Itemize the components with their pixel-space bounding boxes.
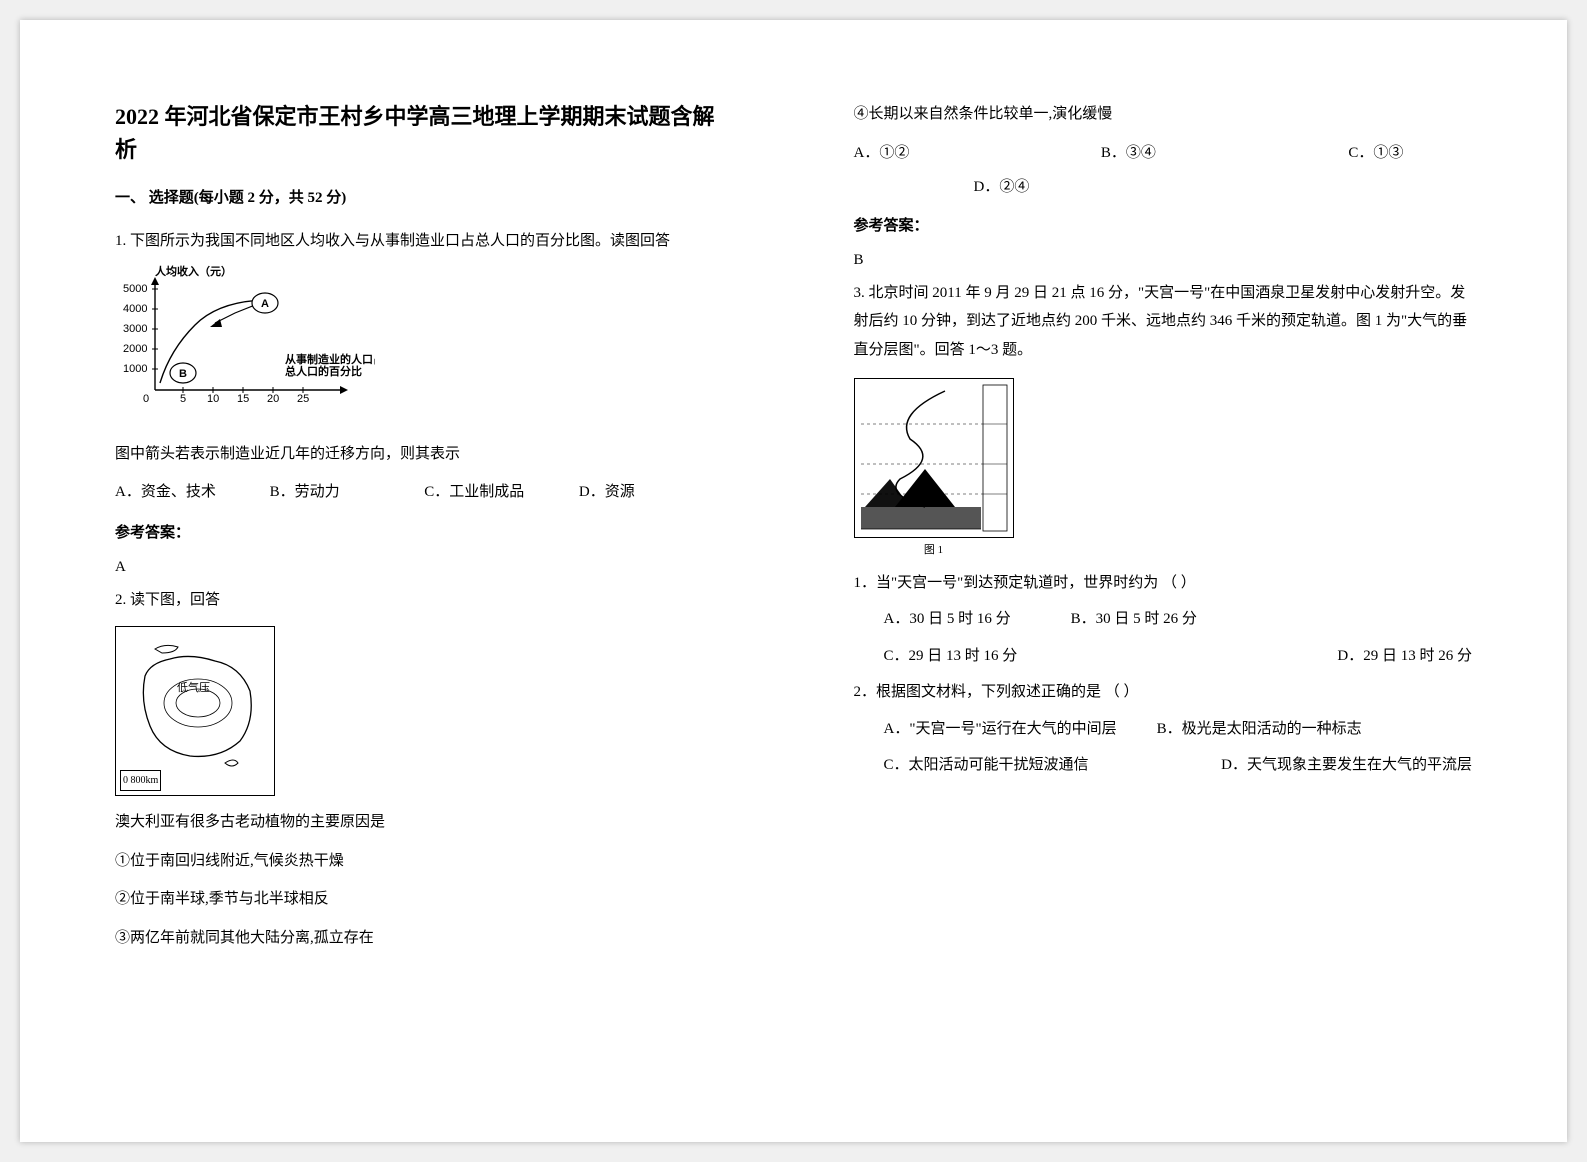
- q3-s2-cd: C．太阳活动可能干扰短波通信 D．天气现象主要发生在大气的平流层: [884, 751, 1473, 780]
- chart-x-title-1: 从事制造业的人口占: [285, 352, 375, 366]
- q2-ans-head: 参考答案：: [854, 212, 1473, 241]
- page: 2022 年河北省保定市王村乡中学高三地理上学期期末试题含解析 一、 选择题(每…: [20, 20, 1567, 1142]
- svg-text:4000: 4000: [123, 303, 147, 315]
- q3-s2-c: C．太阳活动可能干扰短波通信: [884, 751, 1089, 780]
- q3-s1-ab: A．30 日 5 时 16 分 B．30 日 5 时 26 分: [884, 605, 1473, 634]
- q3-s1-d: D．29 日 13 时 26 分: [1337, 642, 1472, 671]
- q1-ans: A: [115, 553, 734, 582]
- q2-opt-a: A．①②: [854, 139, 1101, 168]
- atmosphere-svg: [855, 379, 1013, 537]
- q3-s1-c: C．29 日 13 时 16 分: [884, 642, 1018, 671]
- svg-text:25: 25: [297, 393, 309, 405]
- q3-s2-d: D．天气现象主要发生在大气的平流层: [1221, 751, 1472, 780]
- q3-stem: 3. 北京时间 2011 年 9 月 29 日 21 点 16 分，"天宫一号"…: [854, 279, 1473, 365]
- q2-c2: ②位于南半球,季节与北半球相反: [115, 885, 734, 914]
- q2-opt-b: B．③④: [1101, 139, 1348, 168]
- q2-opt-d: D．②④: [974, 173, 1473, 202]
- fig1-caption: 图 1: [854, 540, 1014, 561]
- left-column: 2022 年河北省保定市王村乡中学高三地理上学期期末试题含解析 一、 选择题(每…: [20, 20, 794, 1142]
- svg-text:3000: 3000: [123, 323, 147, 335]
- q3-s2-a: A．"天宫一号"运行在大气的中间层: [884, 715, 1117, 744]
- section-1-head: 一、 选择题(每小题 2 分，共 52 分): [115, 184, 734, 213]
- q2-line1: 澳大利亚有很多古老动植物的主要原因是: [115, 808, 734, 837]
- q1-opt-b: B．劳动力: [270, 478, 425, 507]
- q2-c1: ①位于南回归线附近,气候炎热干燥: [115, 847, 734, 876]
- q1-ans-head: 参考答案：: [115, 519, 734, 548]
- q1-mid: 图中箭头若表示制造业近几年的迁移方向，则其表示: [115, 440, 734, 469]
- svg-text:15: 15: [237, 393, 249, 405]
- q3-sub1: 1．当"天宫一号"到达预定轨道时，世界时约为 （ ）: [854, 569, 1473, 598]
- income-chart-svg: 人均收入（元） 5000 4000 3000 2000 1000 0 5: [115, 265, 375, 415]
- node-b: B: [179, 368, 187, 380]
- q2-map: 低气压 0 800km: [115, 626, 275, 796]
- svg-text:2000: 2000: [123, 343, 147, 355]
- q3-sub2: 2．根据图文材料，下列叙述正确的是 （ ）: [854, 678, 1473, 707]
- q2-ans: B: [854, 246, 1473, 275]
- q3-s2-ab: A．"天宫一号"运行在大气的中间层 B．极光是太阳活动的一种标志: [884, 715, 1473, 744]
- svg-text:0: 0: [143, 393, 149, 405]
- q3-s2-b: B．极光是太阳活动的一种标志: [1157, 715, 1362, 744]
- q3-s1-a: A．30 日 5 时 16 分: [884, 605, 1011, 634]
- svg-text:1000: 1000: [123, 363, 147, 375]
- q1-chart: 人均收入（元） 5000 4000 3000 2000 1000 0 5: [115, 265, 734, 426]
- q1-stem: 1. 下图所示为我国不同地区人均收入与从事制造业口占总人口的百分比图。读图回答: [115, 227, 734, 256]
- q1-options: A．资金、技术 B．劳动力 C．工业制成品 D．资源: [115, 478, 734, 507]
- svg-text:20: 20: [267, 393, 279, 405]
- q1-opt-a: A．资金、技术: [115, 478, 270, 507]
- q2-stem: 2. 读下图，回答: [115, 586, 734, 615]
- right-column: ④长期以来自然条件比较单一,演化缓慢 A．①② B．③④ C．①③ D．②④ 参…: [794, 20, 1568, 1142]
- node-a: A: [261, 298, 269, 310]
- chart-x-title-2: 总人口的百分比: [285, 364, 362, 378]
- q1-opt-d: D．资源: [579, 478, 734, 507]
- q2-c4: ④长期以来自然条件比较单一,演化缓慢: [854, 100, 1473, 129]
- australia-svg: 低气压: [120, 631, 270, 791]
- svg-text:5000: 5000: [123, 283, 147, 295]
- q2-c3: ③两亿年前就同其他大陆分离,孤立存在: [115, 924, 734, 953]
- q2-opt-c: C．①③: [1348, 139, 1472, 168]
- q3-s1-cd: C．29 日 13 时 16 分 D．29 日 13 时 26 分: [884, 642, 1473, 671]
- chart-y-title: 人均收入（元）: [155, 265, 232, 278]
- q3-s1-b: B．30 日 5 时 26 分: [1071, 605, 1197, 634]
- y-ticks: 5000 4000 3000 2000 1000 0: [123, 283, 158, 405]
- q1-opt-c: C．工业制成品: [424, 478, 579, 507]
- doc-title: 2022 年河北省保定市王村乡中学高三地理上学期期末试题含解析: [115, 100, 734, 166]
- q3-figure: 图 1: [854, 378, 1014, 561]
- svg-text:5: 5: [180, 393, 186, 405]
- svg-text:10: 10: [207, 393, 219, 405]
- map-scale: 0 800km: [120, 770, 161, 791]
